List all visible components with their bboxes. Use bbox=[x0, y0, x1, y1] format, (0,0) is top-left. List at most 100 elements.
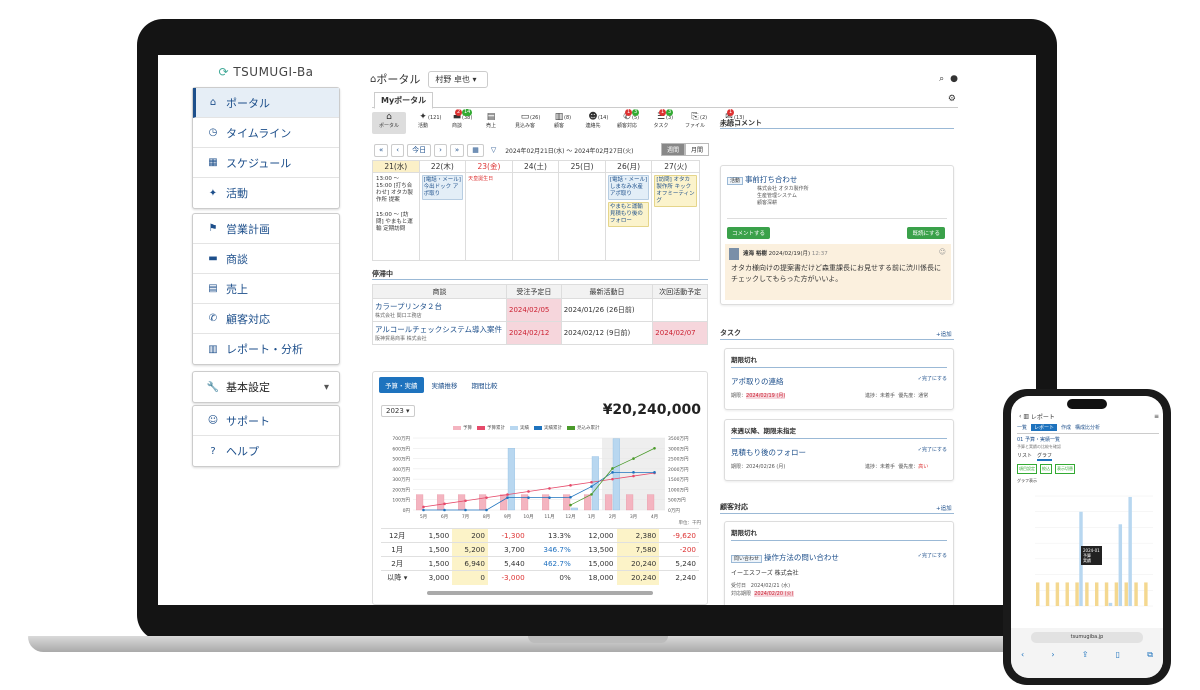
back-icon[interactable]: ‹ bbox=[1019, 413, 1022, 420]
line-point bbox=[464, 508, 467, 512]
bar-actual bbox=[591, 456, 599, 511]
stagnant-table: 商談 受注予定日 最新活動日 次回活動予定 カラープリンタ２台 株式会社 関口工務店 2… bbox=[372, 284, 708, 345]
calendar-day[interactable]: 26(月) [電話・メール] しまなみ水産 アポ取り やまもと運輸 見積もり後の… bbox=[605, 161, 653, 260]
line-point bbox=[653, 471, 656, 474]
calendar-event[interactable]: [電話・メール] しまなみ水産 アポ取り bbox=[607, 175, 650, 200]
calendar-day[interactable]: 24(土) bbox=[512, 161, 560, 260]
complete-button[interactable]: ✓完了にする bbox=[917, 376, 947, 382]
nav-today-button[interactable]: 今日 bbox=[407, 143, 432, 157]
module-9-button[interactable]: ⎘ ファイル (2) bbox=[678, 112, 712, 134]
bar-budget bbox=[437, 494, 445, 511]
phone-chart bbox=[1035, 495, 1153, 607]
phone-tab[interactable]: 構成比分析 bbox=[1075, 425, 1101, 431]
chart-tooltip: 2024-01 予算 実績 bbox=[1081, 546, 1102, 565]
calendar-day[interactable]: 25(日) bbox=[559, 161, 606, 260]
support-link[interactable]: 操作方法の問い合わせ bbox=[763, 553, 839, 562]
url-bar[interactable]: tsumugiba.jp bbox=[1031, 632, 1143, 643]
horizontal-scrollbar[interactable] bbox=[427, 591, 653, 595]
phone-tab[interactable]: 一覧 bbox=[1017, 425, 1028, 431]
activity-link[interactable]: 事前打ち合わせ bbox=[744, 175, 798, 184]
menu-icon[interactable]: ≡ bbox=[1153, 413, 1159, 420]
module-4-button[interactable]: ▭ 見込み客 (26) bbox=[508, 112, 542, 134]
calendar-event[interactable]: [電話・メール] 今出ドック アポ取り bbox=[421, 175, 464, 200]
x-tick: 7月 bbox=[462, 514, 469, 520]
mark-read-button[interactable]: 既読にする bbox=[907, 227, 945, 239]
forward-icon[interactable]: › bbox=[1051, 650, 1055, 659]
add-support-link[interactable]: +追加 bbox=[936, 506, 952, 512]
view-week-button[interactable]: 週間 bbox=[661, 143, 686, 156]
nav-last-button[interactable]: » bbox=[449, 143, 465, 157]
phone-tab[interactable]: レポート bbox=[1031, 424, 1058, 431]
sidebar-item-schedule[interactable]: ▦ スケジュール bbox=[193, 148, 339, 178]
phone-tab[interactable]: 作成 bbox=[1061, 425, 1072, 431]
module-6-button[interactable]: ☻ 連絡先 (14) bbox=[576, 112, 610, 134]
calendar-day[interactable]: 27(火) [訪問] オタカ製作所 キックオフミーティング bbox=[652, 161, 699, 260]
calendar-day[interactable]: 21(水) 13:00 ～ 15:00 [打ち合わせ] オタカ製作所 提案 15… bbox=[373, 161, 420, 260]
module-2-button[interactable]: ▬ 商談 (38) 2 14 bbox=[440, 109, 474, 134]
table-row[interactable]: カラープリンタ２台 株式会社 関口工務店 2024/02/05 2024/01/2… bbox=[372, 298, 708, 322]
nav-first-button[interactable]: « bbox=[374, 143, 389, 157]
user-icon[interactable]: ● bbox=[950, 74, 958, 84]
tab-my-portal[interactable]: Myポータル bbox=[374, 92, 434, 109]
sidebar-item-deals[interactable]: ▬ 商談 bbox=[193, 244, 339, 274]
complete-button[interactable]: ✓完了にする bbox=[917, 553, 947, 559]
complete-button[interactable]: ✓完了にする bbox=[917, 447, 947, 453]
module-5-button[interactable]: ▥ 顧客 (8) bbox=[542, 112, 576, 134]
nav-prev-button[interactable]: ‹ bbox=[391, 143, 405, 157]
gear-icon[interactable]: ⚙ bbox=[947, 94, 956, 104]
calendar-event[interactable]: 15:00 ～ [訪問] やまもと運輸 定期訪問 bbox=[376, 212, 413, 232]
phone-subtab[interactable]: グラフ bbox=[1037, 453, 1053, 461]
calendar-icon[interactable]: ▦ bbox=[467, 143, 484, 157]
tab-trend[interactable]: 実績推移 bbox=[431, 382, 458, 390]
module-0-button[interactable]: ⌂ ポータル bbox=[372, 112, 406, 134]
phone-subtab[interactable]: リスト bbox=[1017, 453, 1033, 459]
emoji-icon[interactable]: ☺ bbox=[938, 248, 946, 256]
bookmark-icon[interactable]: ▯ bbox=[1115, 650, 1121, 659]
calendar-range: 2024年02月21日(水) ～ 2024年02月27日(火) bbox=[505, 147, 634, 155]
tasks-title: タスク bbox=[720, 329, 741, 337]
module-1-button[interactable]: ✦ 活動 (121) bbox=[406, 112, 441, 134]
table-row[interactable]: 12月 1,500 200 -1,300 13.3% 12,000 2,380 -9,620 bbox=[381, 528, 699, 543]
sidebar-item-support[interactable]: ✆ 顧客対応 bbox=[193, 304, 339, 334]
calendar-day[interactable]: 22(木) [電話・メール] 今出ドック アポ取り bbox=[419, 161, 467, 260]
calendar-event[interactable]: [訪問] オタカ製作所 キックオフミーティング bbox=[654, 175, 697, 207]
sidebar-item-portal[interactable]: ⌂ ポータル bbox=[193, 88, 339, 118]
nav-next-button[interactable]: › bbox=[434, 143, 447, 157]
tabs-icon[interactable]: ⧉ bbox=[1147, 650, 1153, 659]
module-8-button[interactable]: ☰ タスク (3) 1 3 bbox=[644, 109, 678, 134]
sidebar-item-plan[interactable]: ⚑ 営業計画 bbox=[193, 214, 339, 244]
tab-compare[interactable]: 期間比較 bbox=[471, 382, 498, 390]
task-link[interactable]: アポ取りの連絡 bbox=[731, 377, 784, 386]
calendar-day[interactable]: 23(金) 天皇誕生日 bbox=[466, 161, 513, 260]
table-row[interactable]: アルコールチェックシステム導入案件 阪神貿易商事 株式会社 2024/02/12 … bbox=[372, 321, 708, 345]
sidebar-item-timeline[interactable]: ◷ タイムライン bbox=[193, 118, 339, 148]
module-10-button[interactable]: ✉ コメント (13) 1 bbox=[712, 109, 746, 134]
share-icon[interactable]: ⇪ bbox=[1081, 650, 1089, 659]
module-3-button[interactable]: ▤ 売上 bbox=[474, 112, 508, 134]
module-7-button[interactable]: ✆ 顧客対応 (5) 1 3 bbox=[610, 109, 644, 134]
module-icon: ▬ bbox=[452, 112, 462, 122]
table-row[interactable]: 2月 1,500 6,940 5,440 462.7% 15,000 20,240 5,240 bbox=[381, 556, 699, 571]
user-select[interactable]: 村野 卓也 ▾ bbox=[428, 70, 489, 88]
comment-button[interactable]: コメントする bbox=[727, 227, 771, 239]
year-select[interactable]: 2023 ▾ bbox=[381, 405, 415, 417]
sidebar-item-report[interactable]: ▥ レポート・分析 bbox=[193, 334, 339, 364]
calendar-event[interactable]: 13:00 ～ 15:00 [打ち合わせ] オタカ製作所 提案 bbox=[376, 176, 413, 203]
sidebar-item-activity[interactable]: ✦ 活動 bbox=[193, 178, 339, 208]
line-point bbox=[485, 496, 488, 499]
table-row[interactable]: 以降 ▾ 3,000 0 -3,000 0% 18,000 20,240 2,240 bbox=[381, 570, 699, 585]
app-logo[interactable]: ⟳ TSUMUGI-Ba bbox=[218, 65, 314, 79]
back-icon[interactable]: ‹ bbox=[1021, 650, 1025, 659]
tab-budget-actual[interactable]: 予算・実績 bbox=[379, 377, 424, 393]
add-task-link[interactable]: +追加 bbox=[936, 332, 952, 338]
filter-icon[interactable]: ▽ bbox=[490, 146, 497, 154]
sidebar-item-helpdesk[interactable]: ☺ サポート bbox=[193, 406, 339, 436]
search-icon[interactable]: ⌕ bbox=[939, 74, 945, 84]
sidebar-item-settings[interactable]: 🔧 基本設定 ▾ bbox=[206, 381, 329, 394]
sidebar-item-help[interactable]: ? ヘルプ bbox=[193, 436, 339, 466]
task-link[interactable]: 見積もり後のフォロー bbox=[731, 448, 806, 457]
view-month-button[interactable]: 月間 bbox=[685, 143, 710, 156]
calendar-event[interactable]: やまもと運輸 見積もり後のフォロー bbox=[607, 202, 650, 227]
sidebar-item-sales[interactable]: ▤ 売上 bbox=[193, 274, 339, 304]
table-row[interactable]: 1月 1,500 5,200 3,700 346.7% 13,500 7,580 -200 bbox=[381, 542, 699, 557]
